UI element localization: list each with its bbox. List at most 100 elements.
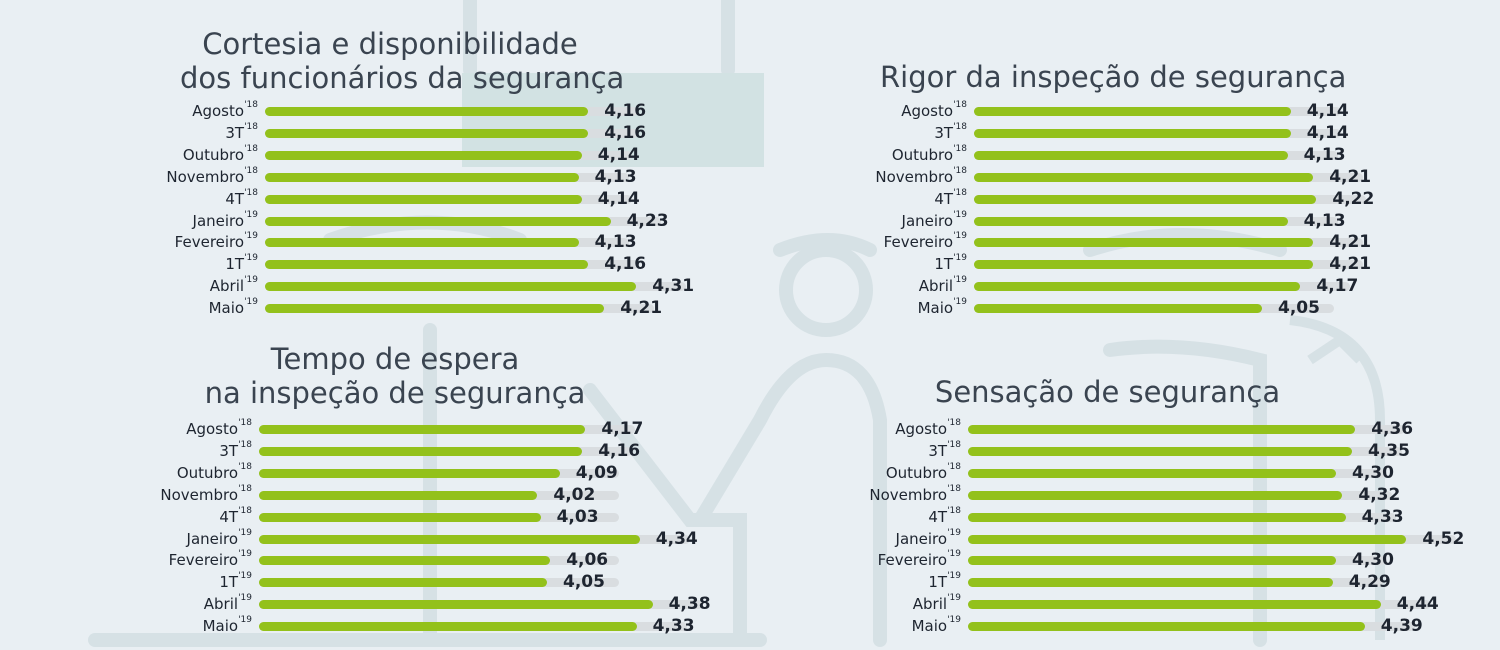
bar-row: 4T'18 4,03	[60, 506, 707, 529]
bar	[265, 216, 611, 226]
category-year: '19	[238, 527, 252, 538]
category-year: '18	[953, 165, 967, 176]
category-name: 1T	[225, 255, 245, 274]
category-label: Novembro'18	[760, 484, 961, 504]
bar	[265, 107, 589, 116]
value-label: 4,34	[655, 528, 698, 549]
bar-row: Fevereiro'19 4,21	[760, 231, 1422, 254]
category-year: '19	[953, 297, 967, 308]
bar	[259, 534, 640, 544]
bar-row: 1T'19 4,29	[760, 571, 1416, 594]
bar	[259, 578, 547, 588]
bar	[974, 282, 1301, 292]
value-label: 4,32	[1358, 484, 1401, 505]
chart-title: Cortesia e disponibilidade dos funcionár…	[180, 27, 625, 95]
category-label: Janeiro'19	[760, 209, 967, 230]
category-year: '18	[947, 461, 961, 472]
category-label: Fevereiro'19	[60, 549, 252, 570]
bar	[259, 600, 653, 610]
value-label: 4,13	[1303, 144, 1346, 165]
bar-row: Maio'19 4,39	[760, 615, 1423, 638]
category-year: '18	[244, 121, 258, 132]
category-name: Fevereiro	[168, 551, 239, 570]
category-label: Janeiro'19	[760, 528, 961, 548]
category-label: Outubro'18	[60, 144, 258, 164]
bar	[974, 260, 1314, 270]
category-label: 1T'19	[60, 571, 252, 592]
value-label: 4,16	[604, 101, 647, 121]
chart-title: Sensação de segurança	[880, 375, 1335, 409]
category-name: Maio	[917, 299, 954, 318]
bar-row: Abril'19 4,44	[760, 593, 1439, 616]
chart-title: Tempo de espera na inspeção de segurança	[180, 342, 610, 410]
bar	[265, 150, 582, 160]
bar-row: Agosto'18 4,17	[60, 418, 707, 441]
chart-title-line-2: na inspeção de segurança	[204, 376, 586, 410]
bar-row: Outubro'18 4,30	[760, 461, 1416, 485]
bar	[968, 446, 1352, 456]
value-label: 4,14	[1306, 101, 1349, 121]
bar-row: Novembro'18 4,21	[760, 165, 1422, 189]
value-label: 4,17	[601, 419, 644, 439]
value-label: 4,21	[1329, 254, 1372, 275]
category-name: Novembro	[160, 485, 239, 504]
value-label: 4,38	[668, 594, 711, 615]
category-name: Fevereiro	[877, 551, 948, 570]
category-label: 1T'19	[760, 253, 967, 274]
category-year: '19	[238, 571, 252, 582]
category-name: Maio	[911, 617, 948, 636]
value-label: 4,21	[620, 298, 663, 319]
category-label: Abril'19	[760, 593, 961, 613]
category-year: '19	[244, 297, 258, 308]
category-year: '18	[238, 461, 252, 472]
value-label: 4,30	[1352, 550, 1394, 571]
bar-row: Agosto'18 4,36	[760, 418, 1416, 441]
category-name: Janeiro	[895, 529, 948, 548]
bar	[968, 425, 1356, 434]
bar	[265, 260, 589, 270]
category-year: '19	[244, 253, 258, 264]
value-label: 4,21	[1329, 166, 1372, 187]
bar-row: Janeiro'19 4,34	[60, 527, 707, 551]
value-label: 4,16	[604, 122, 647, 143]
category-name: Janeiro	[186, 529, 239, 548]
bar-row: Janeiro'19 4,23	[60, 210, 713, 233]
category-label: 1T'19	[60, 253, 258, 274]
category-year: '19	[953, 231, 967, 242]
category-year: '18	[238, 418, 252, 428]
value-label: 4,16	[598, 440, 641, 461]
chart-title-line-2: dos funcionários da segurança	[180, 61, 625, 95]
value-label: 4,35	[1368, 440, 1410, 461]
category-label: Agosto'18	[60, 418, 252, 438]
category-label: 4T'18	[760, 506, 961, 526]
category-label: Agosto'18	[60, 100, 258, 120]
bar	[259, 446, 583, 456]
category-label: Maio'19	[760, 615, 961, 636]
bar	[968, 468, 1336, 478]
category-year: '19	[953, 209, 967, 220]
category-name: 4T	[928, 507, 948, 526]
category-label: Outubro'18	[60, 461, 252, 482]
value-label: 4,30	[1352, 462, 1394, 483]
bar-row: Abril'19 4,31	[60, 275, 713, 298]
category-year: '18	[953, 187, 967, 198]
chart-title-line-1: Tempo de espera	[270, 342, 520, 376]
bar-row: 3T'18 4,14	[760, 122, 1422, 145]
bar	[974, 304, 1262, 314]
category-name: Abril	[203, 595, 239, 614]
category-label: Maio'19	[760, 297, 967, 318]
value-label: 4,03	[556, 506, 599, 527]
category-year: '18	[947, 418, 961, 428]
bar-row: Novembro'18 4,32	[760, 484, 1416, 507]
category-name: Novembro	[875, 167, 954, 186]
bar-row: Fevereiro'19 4,13	[60, 231, 713, 254]
category-year: '19	[238, 549, 252, 560]
category-label: Janeiro'19	[60, 527, 252, 548]
category-name: 1T	[934, 255, 954, 274]
category-year: '18	[238, 439, 252, 450]
category-name: 1T	[219, 573, 239, 592]
bar-row: 1T'19 4,21	[760, 253, 1422, 276]
bar	[265, 304, 605, 314]
bar-row: Outubro'18 4,13	[760, 144, 1422, 167]
category-year: '19	[947, 549, 961, 560]
